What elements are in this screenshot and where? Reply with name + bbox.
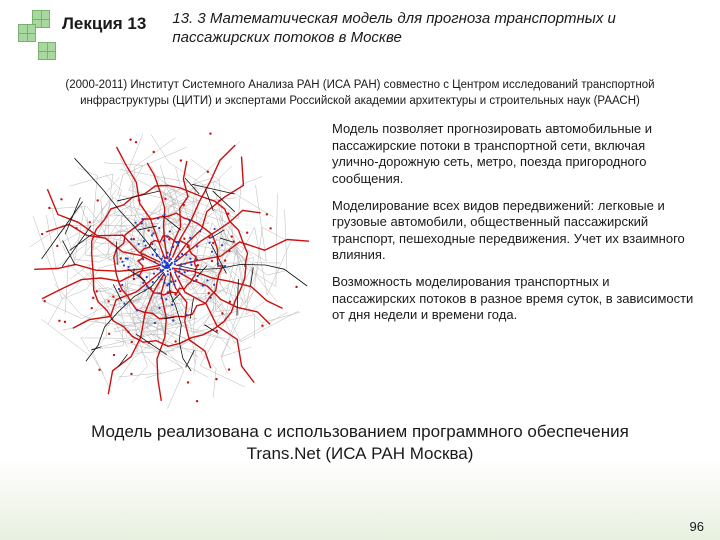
decor-squares: [10, 8, 62, 64]
page-number: 96: [690, 519, 704, 534]
decor-square-icon: [18, 24, 36, 42]
body-text: Модель позволяет прогнозировать автомоби…: [332, 121, 694, 411]
paragraph: Моделирование всех видов передвижений: л…: [332, 198, 694, 265]
main-content: Модель позволяет прогнозировать автомоби…: [0, 115, 720, 411]
decor-square-icon: [38, 42, 56, 60]
footer-note: Модель реализована с использованием прог…: [0, 411, 720, 465]
network-diagram: [18, 121, 318, 411]
lecture-number: Лекция 13: [62, 8, 156, 34]
paragraph: Возможность моделирования транспортных и…: [332, 274, 694, 324]
slide-header: Лекция 13 13. 3 Математическая модель дл…: [0, 0, 720, 68]
slide-subtitle: (2000-2011) Институт Системного Анализа …: [0, 68, 720, 115]
slide-title: 13. 3 Математическая модель для прогноза…: [172, 8, 690, 48]
paragraph: Модель позволяет прогнозировать автомоби…: [332, 121, 694, 188]
